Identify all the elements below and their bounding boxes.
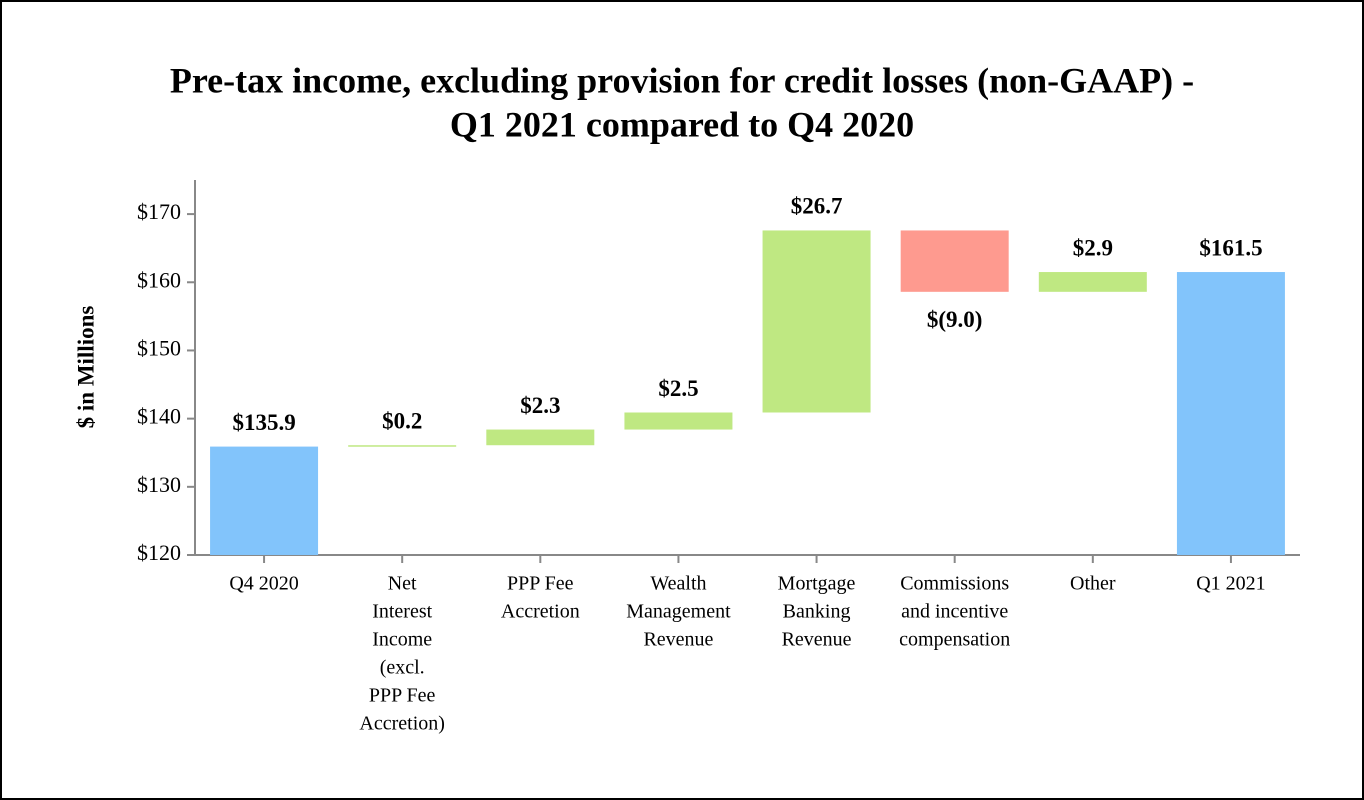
x-tick-label: Q4 2020 xyxy=(229,573,298,595)
x-tick-label: Commissions xyxy=(900,573,1009,595)
bar xyxy=(624,412,733,430)
y-tick-label: $120 xyxy=(137,540,181,565)
x-tick-label: PPP Fee xyxy=(369,685,436,707)
x-tick-label: Mortgage xyxy=(778,573,856,595)
x-tick-label: and incentive xyxy=(901,601,1008,623)
x-tick-label: Net xyxy=(388,573,417,595)
x-tick-label: Revenue xyxy=(643,629,713,651)
x-tick-label: (excl. xyxy=(380,657,425,679)
x-tick-label: Accretion xyxy=(501,601,580,623)
value-label: $(9.0) xyxy=(927,307,983,332)
bar xyxy=(486,429,595,446)
x-tick-label: Q1 2021 xyxy=(1196,573,1265,595)
y-tick-label: $150 xyxy=(137,336,181,361)
value-label: $2.3 xyxy=(520,393,560,418)
x-tick-label: Wealth xyxy=(650,573,706,595)
bar xyxy=(210,446,319,555)
x-tick-label: PPP Fee xyxy=(507,573,574,595)
chart-title: Pre-tax income, excluding provision for … xyxy=(170,60,1194,100)
bar xyxy=(900,230,1009,292)
value-label: $26.7 xyxy=(791,194,843,219)
y-tick-label: $170 xyxy=(137,199,181,224)
chart-title: Q1 2021 compared to Q4 2020 xyxy=(450,104,914,144)
y-tick-label: $160 xyxy=(137,267,181,292)
y-tick-label: $140 xyxy=(137,404,181,429)
x-tick-label: Revenue xyxy=(782,629,852,651)
x-tick-label: Interest xyxy=(372,601,432,623)
y-tick-label: $130 xyxy=(137,472,181,497)
x-tick-label: compensation xyxy=(899,629,1010,651)
x-tick-label: Income xyxy=(372,629,432,651)
value-label: $2.5 xyxy=(658,376,698,401)
x-tick-label: Other xyxy=(1070,573,1116,595)
y-axis-label: $ in Millions xyxy=(73,306,98,429)
bar xyxy=(1038,272,1147,292)
x-tick-label: Management xyxy=(626,601,731,623)
value-label: $135.9 xyxy=(232,410,295,435)
value-label: $2.9 xyxy=(1073,235,1113,260)
x-tick-label: Accretion) xyxy=(359,713,445,735)
value-label: $161.5 xyxy=(1199,235,1262,260)
bar xyxy=(348,445,457,447)
x-tick-label: Banking xyxy=(783,601,851,623)
bar xyxy=(1176,272,1285,555)
value-label: $0.2 xyxy=(382,409,422,434)
bar xyxy=(762,230,871,413)
